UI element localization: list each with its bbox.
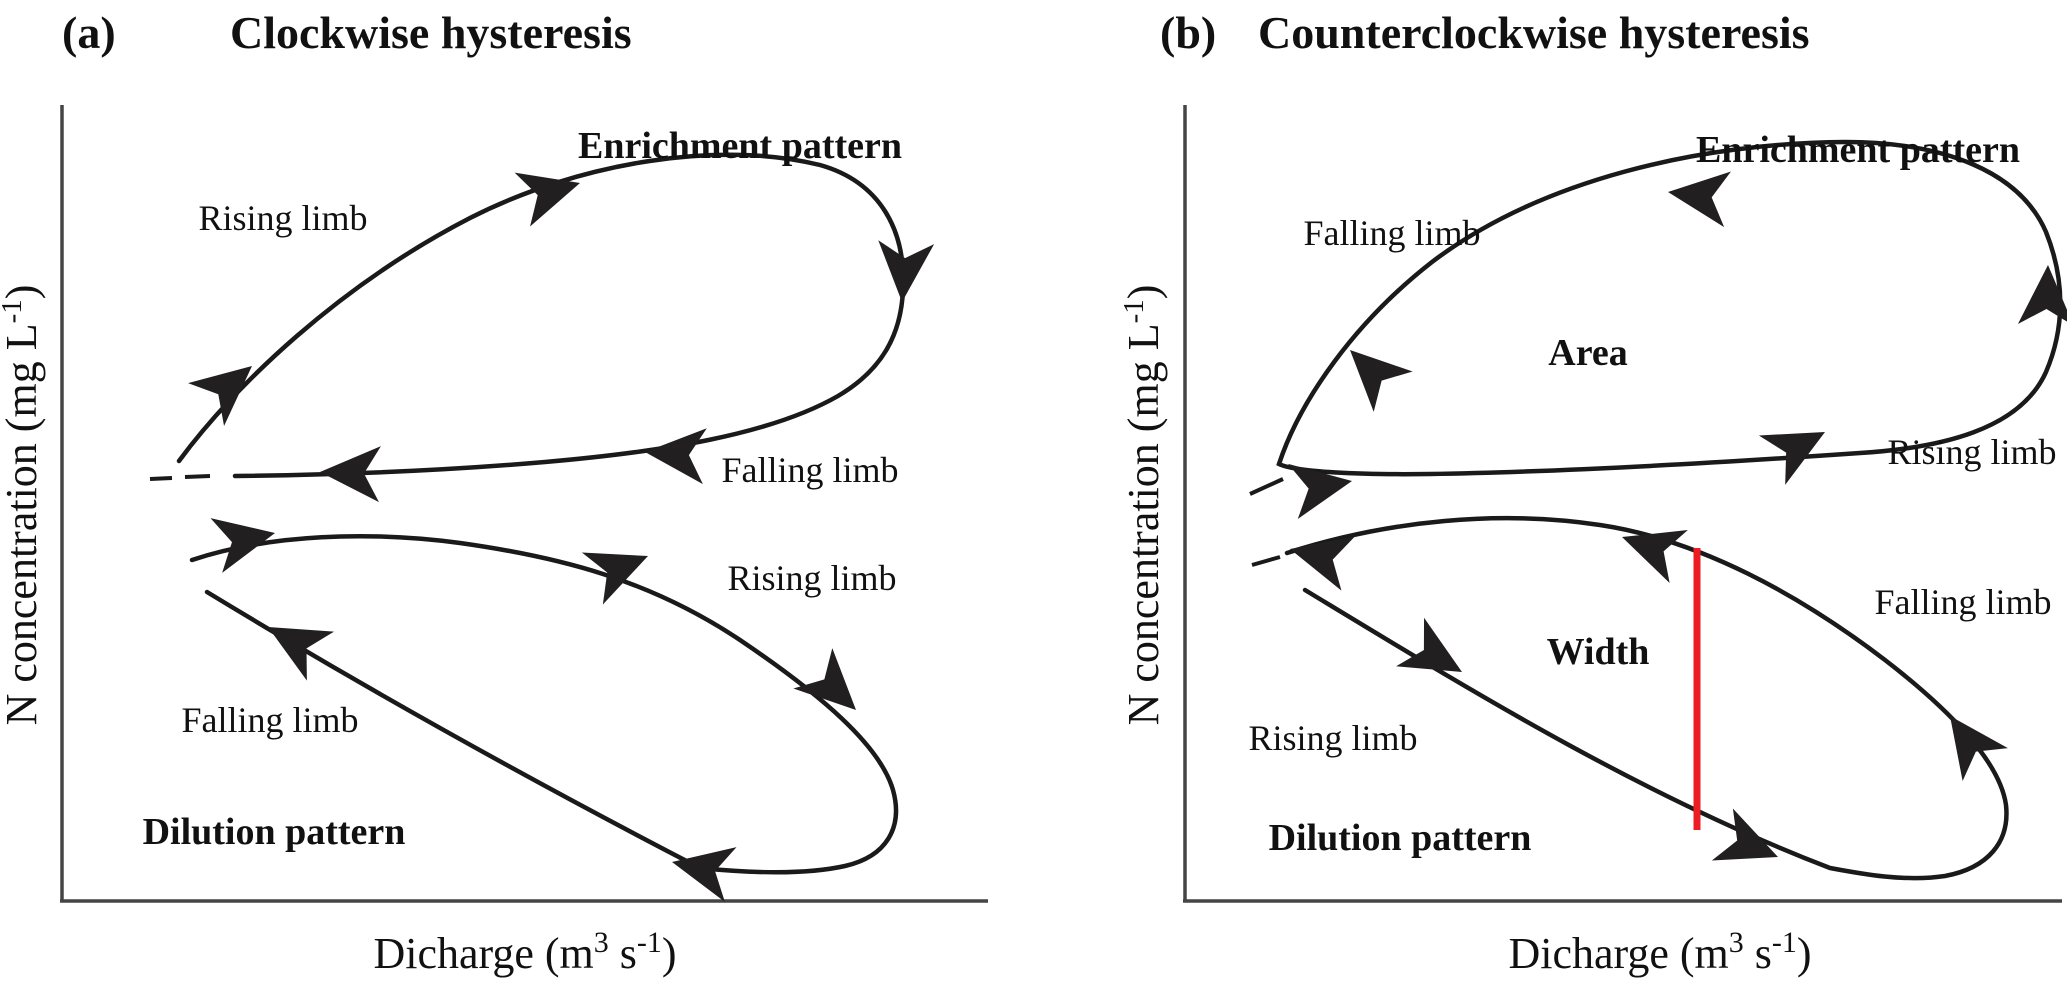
arrowhead-a-bottom-falling-upleft [254,602,335,681]
panel-b-bottom-falling-label: Falling limb [1874,582,2051,622]
panel-a-top-falling-label: Falling limb [721,450,898,490]
arrowhead-b-bottom-falling-tip [1283,521,1355,591]
arrowhead-a-top-right-down [874,240,935,304]
panel-a-bottom-rising-label: Rising limb [727,558,896,598]
arrowhead-a-bottom-rising-1 [210,505,281,573]
arrowhead-b-bottom-right-up [1927,699,2008,781]
panel-b-top-falling-label: Falling limb [1303,213,1480,253]
arrowhead-b-top-rising-right [1758,407,1839,485]
panel-b-enrichment-label: Enrichment pattern [1696,129,2020,171]
panel-a-bottom-falling-label: Falling limb [181,700,358,740]
panel-b-tag: (b) [1160,7,1216,58]
arrowhead-b-top-falling-downleft [1330,329,1413,412]
arrowhead-b-top-falling-left [1664,164,1731,228]
panel-a-enrichment-loop-gap-dash [149,474,211,481]
panel-a-tag: (a) [62,7,116,58]
panel-b: (b) Counterclockwise hysteresis N concen… [1118,7,2067,978]
arrowhead-b-top-rising-start [1288,453,1357,519]
arrowhead-a-bottom-rising-2 [581,530,659,605]
panel-a-x-label: Dicharge (m3 s-1) [373,926,676,978]
panel-a-title: Clockwise hysteresis [230,7,632,58]
panel-b-x-label: Dicharge (m3 s-1) [1508,926,1811,978]
arrowhead-a-bottom-right-down [793,648,876,731]
panel-a-dilution-label: Dilution pattern [143,811,406,853]
panel-b-enrichment-loop-path [1276,139,2063,477]
panel-b-y-label: N concentration (mg L-1) [1118,285,1168,726]
panel-b-top-rising-label: Rising limb [1887,432,2056,472]
panel-b-dilution-label: Dilution pattern [1269,817,1532,859]
panel-a-y-label: N concentration (mg L-1) [0,285,46,726]
arrowhead-b-bottom-falling-upleft [1612,510,1688,584]
panel-b-bottom-rising-label: Rising limb [1248,718,1417,758]
area-label-box [1518,305,1658,389]
arrowhead-a-top-rising-1 [188,344,270,427]
panel-b-enrichment-loop-gap-dash [1249,477,1284,496]
panel-a: (a) Clockwise hysteresis N concentration… [0,7,988,978]
width-label: Width [1547,631,1650,673]
area-label: Area [1548,332,1628,374]
panel-b-dilution-loop-gap-dash [1251,555,1281,567]
panel-a-enrichment-label: Enrichment pattern [578,125,902,167]
panel-a-top-rising-label: Rising limb [198,198,367,238]
panel-b-title: Counterclockwise hysteresis [1258,7,1810,58]
arrowhead-a-top-falling-1 [643,424,707,485]
